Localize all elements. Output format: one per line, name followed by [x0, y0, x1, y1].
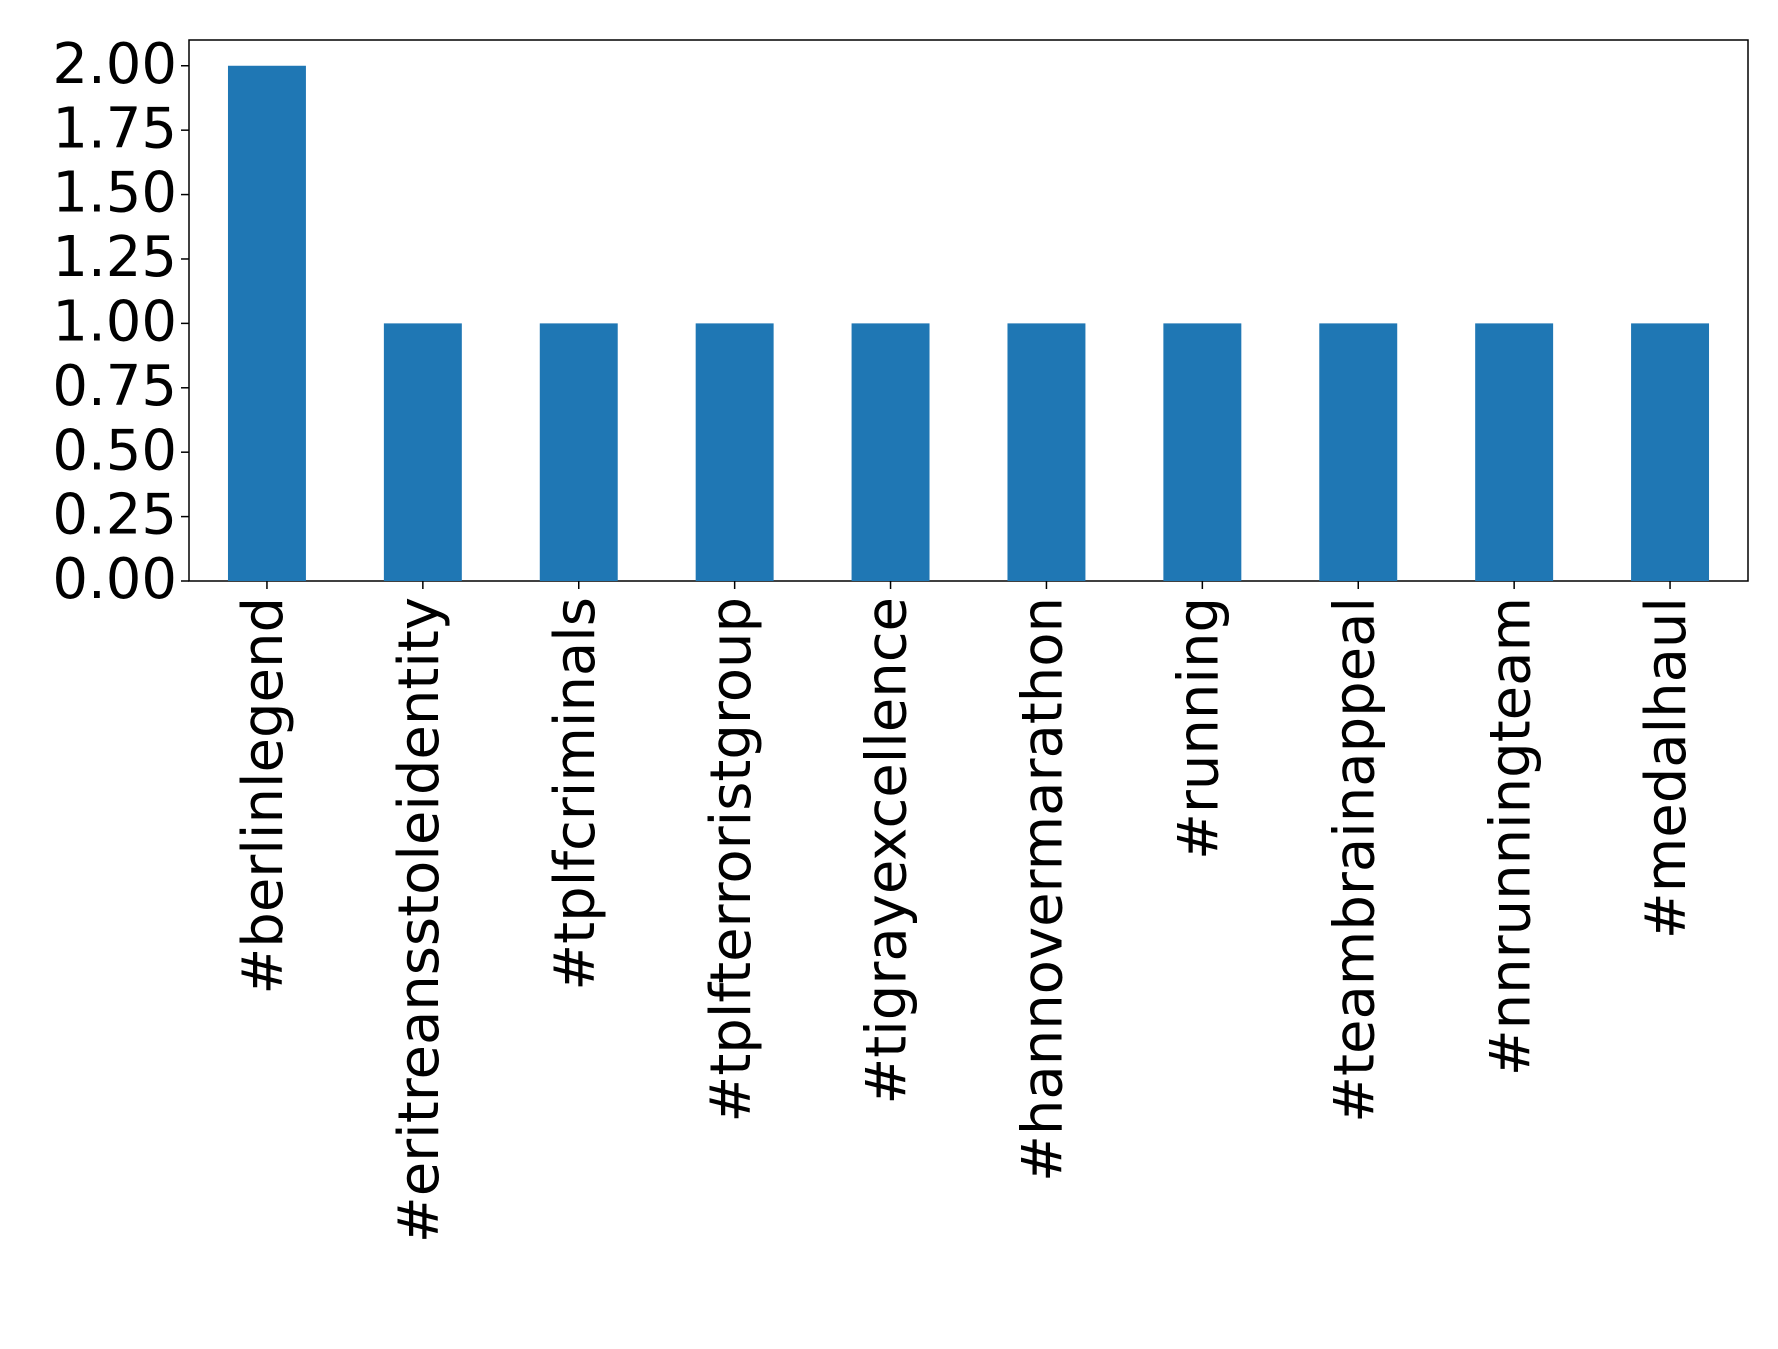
y-tick-label: 1.75: [52, 96, 177, 161]
bar: [383, 323, 462, 581]
plot-frame: [188, 39, 1749, 582]
y-tick-label: 0.25: [52, 483, 177, 548]
x-tick-label: #tplfterroristgroup: [699, 597, 764, 1123]
y-tick-label: 0.50: [52, 418, 177, 483]
y-tick-label: 1.00: [52, 290, 177, 355]
y-tick-label: 1.50: [52, 161, 177, 226]
bar: [539, 323, 618, 581]
x-tick-label: #teambrainappeal: [1322, 597, 1387, 1123]
x-tick-label: #eritreansstoleidentity: [387, 597, 452, 1243]
bar: [695, 323, 774, 581]
bar: [1475, 323, 1554, 581]
y-tick-label: 2.00: [52, 32, 177, 97]
x-tick-label: #tplfcriminals: [543, 597, 608, 991]
y-tick-label: 1.25: [52, 225, 177, 290]
x-tick-label: #tigrayexcellence: [855, 597, 920, 1105]
x-tick-label: #running: [1166, 597, 1231, 860]
y-tick-label: 0.00: [52, 547, 177, 612]
bar: [851, 323, 930, 581]
y-tick-label: 0.75: [52, 354, 177, 419]
x-tick-label: #hannovermarathon: [1011, 597, 1076, 1182]
bar: [1163, 323, 1242, 581]
bar: [227, 65, 306, 581]
x-tick-label: #medalhaul: [1634, 597, 1699, 939]
bar: [1007, 323, 1086, 581]
x-tick-label: #nnrunningteam: [1478, 597, 1543, 1076]
bar: [1319, 323, 1398, 581]
x-tick-label: #berlinlegend: [231, 597, 296, 995]
bar: [1631, 323, 1710, 581]
